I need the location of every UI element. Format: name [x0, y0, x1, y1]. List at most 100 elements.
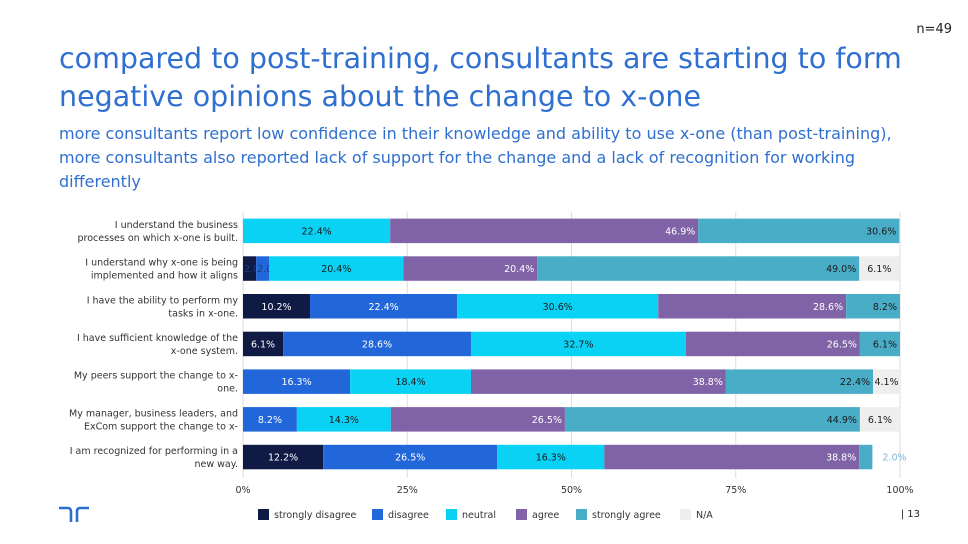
data-label: 20.4% [321, 264, 351, 275]
data-label: 26.5% [827, 339, 857, 350]
bar-segment [859, 256, 900, 281]
bar-segment [457, 294, 659, 319]
category-label: x-one system. [171, 346, 238, 357]
bar-segment [537, 256, 860, 281]
bar-segment [658, 294, 847, 319]
bar-segment [859, 444, 873, 470]
x-tick-label: 50% [561, 485, 582, 496]
legend-label: neutral [462, 510, 496, 521]
data-label: 6.1% [867, 264, 891, 275]
bar-segment [243, 256, 257, 281]
data-label: 30.6% [866, 226, 896, 237]
x-tick-label: 25% [397, 485, 418, 496]
category-label: tasks in x-one. [168, 308, 238, 319]
bar-segment [283, 331, 471, 357]
legend-swatch [258, 509, 269, 520]
data-label: 32.7% [563, 339, 593, 350]
bar-segment [243, 444, 324, 470]
data-label: 16.3% [281, 377, 311, 388]
bar-segment [470, 369, 726, 394]
page-title: compared to post-training, consultants a… [59, 42, 902, 113]
data-label: 49.0% [826, 264, 856, 275]
category-label: My peers support the change to x- [74, 371, 238, 382]
legend-swatch [576, 509, 587, 520]
data-label: 8.2% [873, 302, 897, 313]
category-label: implemented and how it aligns [91, 271, 238, 282]
bar-segment [256, 256, 270, 281]
data-label: 20.4% [504, 264, 534, 275]
bar-segment [243, 407, 297, 432]
data-label: 44.9% [827, 415, 857, 426]
category-label: ExCom support the change to x- [84, 421, 238, 432]
category-label: I have the ability to perform my [87, 295, 239, 306]
data-label: 6.1% [251, 339, 275, 350]
bar-segment [390, 407, 565, 432]
data-label: 38.8% [693, 377, 723, 388]
bar-segment [243, 369, 351, 394]
bar-segment [296, 407, 391, 432]
data-label: 2.0% [882, 453, 906, 464]
legend-label: agree [532, 510, 559, 521]
data-label: 16.3% [536, 453, 566, 464]
bar-segment [403, 256, 538, 281]
data-label: 26.5% [395, 453, 425, 464]
data-label: 26.5% [532, 415, 562, 426]
data-label: 22.4% [840, 377, 870, 388]
data-label: 28.6% [813, 302, 843, 313]
x-tick-label: 0% [235, 485, 250, 496]
bar-segment [243, 331, 284, 357]
data-label: 2.0% [244, 264, 268, 275]
legend-swatch [446, 509, 457, 520]
data-label: 10.2% [261, 302, 291, 313]
data-label: 12.2% [268, 453, 298, 464]
bar-segment [243, 294, 311, 319]
legend-label: disagree [388, 510, 429, 521]
data-label: 2.0% [257, 264, 281, 275]
sample-size-label: n=49 [916, 22, 952, 37]
category-label: processes on which x-one is built. [78, 233, 238, 244]
category-label: I understand why x-one is being [85, 258, 238, 269]
data-label: 14.3% [329, 415, 359, 426]
bar-segment [310, 294, 458, 319]
bar-segment [269, 256, 404, 281]
page-subtitle: more consultants report low confidence i… [59, 124, 892, 191]
bar-segment [873, 369, 900, 394]
data-label: 22.4% [369, 302, 399, 313]
category-label: I understand the business [115, 220, 238, 231]
data-label: 28.6% [362, 339, 392, 350]
legend-label: strongly agree [592, 510, 661, 521]
legend-label: N/A [696, 510, 713, 521]
bar-segment [685, 331, 860, 357]
data-label: 18.4% [395, 377, 425, 388]
bar-segment [470, 331, 686, 357]
data-label: 6.1% [868, 415, 892, 426]
bar-segment [725, 369, 874, 394]
category-label: one. [217, 384, 238, 395]
bar-segment [846, 294, 900, 319]
data-label: 8.2% [258, 415, 282, 426]
legend-label: strongly disagree [274, 510, 357, 521]
bar-segment [350, 369, 471, 394]
bar-segment [564, 407, 860, 432]
bar-segment [859, 331, 900, 357]
data-label: 6.1% [873, 339, 897, 350]
data-label: 38.8% [826, 453, 856, 464]
bar-segment [604, 444, 860, 470]
category-label: My manager, business leaders, and [69, 408, 238, 419]
data-label: 30.6% [543, 302, 573, 313]
legend-swatch [680, 509, 691, 520]
data-label: 22.4% [301, 226, 331, 237]
legend-swatch [516, 509, 527, 520]
x-tick-label: 100% [886, 485, 913, 496]
data-label: 46.9% [665, 226, 695, 237]
bar-segment [323, 444, 498, 470]
bar-segment [698, 218, 900, 244]
bar-segment [243, 218, 391, 244]
bar-segment [497, 444, 605, 470]
x-tick-label: 75% [725, 485, 746, 496]
company-logo-icon [59, 506, 89, 522]
category-label: I have sufficient knowledge of the [77, 333, 238, 344]
category-label: new way. [194, 459, 238, 470]
bar-segment [390, 218, 699, 244]
